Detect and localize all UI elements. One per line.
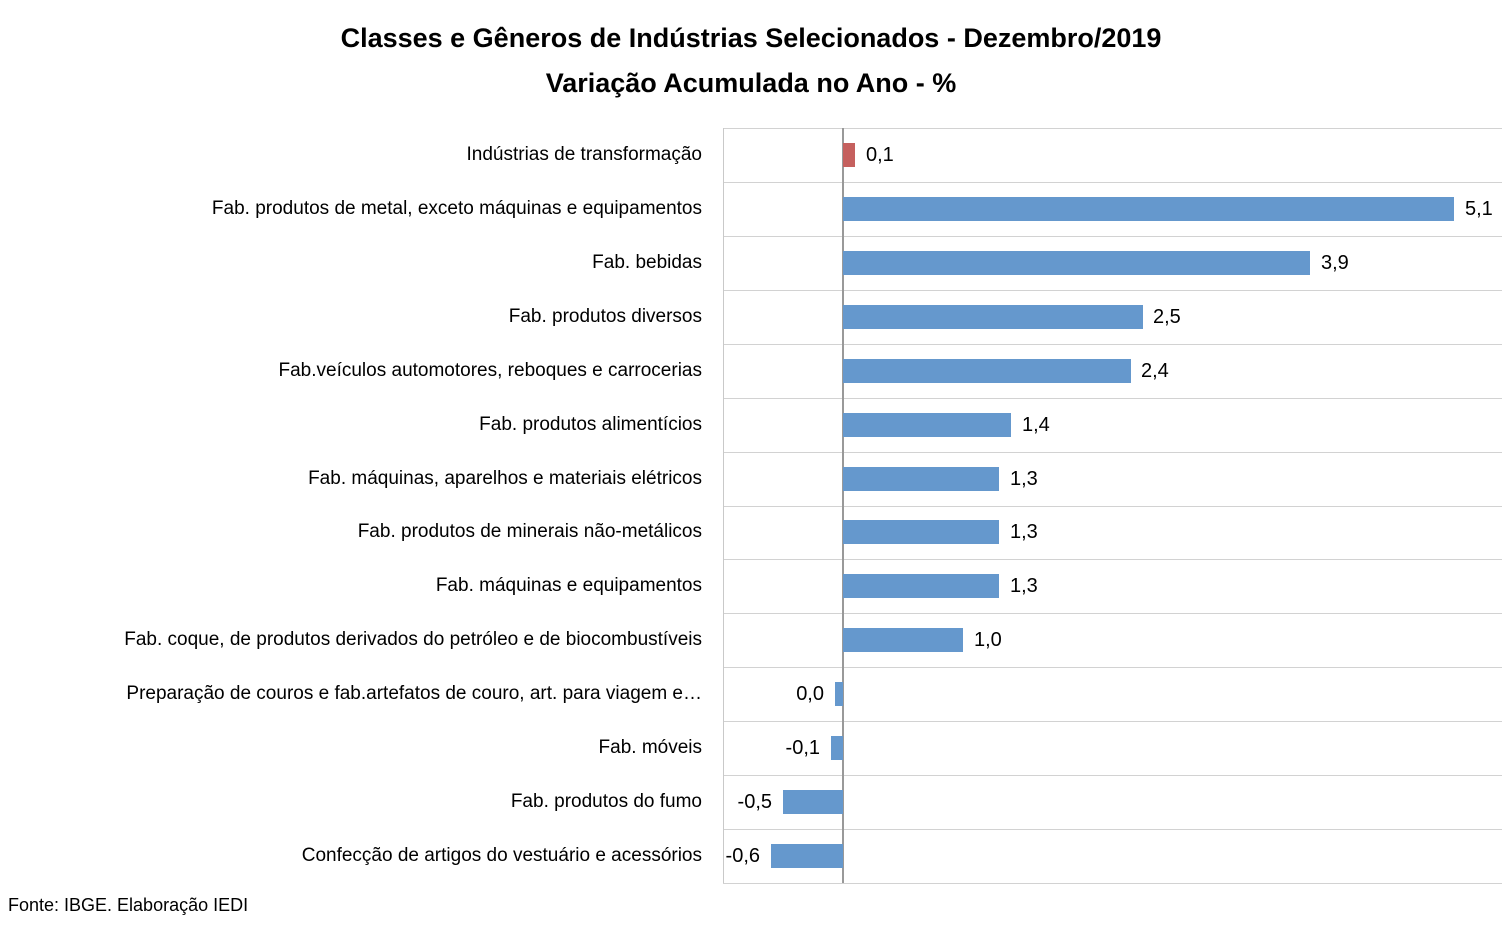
category-label: Fab. bebidas [592,251,702,273]
grid-line [723,721,1502,722]
category-label: Fab. produtos alimentícios [479,413,702,435]
source-note: Fonte: IBGE. Elaboração IEDI [8,895,249,915]
bar [831,736,843,761]
grid-line [723,182,1502,183]
value-label: 1,3 [1010,521,1038,544]
grid-line [723,128,1502,129]
category-label: Confecção de artigos do vestuário e aces… [301,845,702,867]
grid-line [723,506,1502,507]
category-label: Fab. máquinas e equipamentos [435,575,702,597]
grid-line [723,829,1502,830]
category-label: Fab. móveis [598,737,702,759]
bar [843,250,1310,275]
bar [843,574,999,599]
value-label: 2,5 [1153,305,1181,328]
category-label: Fab. produtos de metal, exceto máquinas … [211,197,702,219]
grid-line [723,290,1502,291]
category-label: Fab. coque, de produtos derivados do pet… [124,629,702,651]
value-label: 1,3 [1010,575,1038,598]
category-label: Fab. máquinas, aparelhos e materiais elé… [308,467,702,489]
value-label: 2,4 [1141,359,1169,382]
bar [843,628,963,653]
category-label: Fab. produtos de minerais não-metálicos [357,521,702,543]
grid-line [723,613,1502,614]
zero-axis-line [842,128,844,883]
grid-line [723,559,1502,560]
value-label: 1,3 [1010,467,1038,490]
value-label: 3,9 [1321,251,1349,274]
bar [843,412,1011,437]
value-label: 1,4 [1022,413,1050,436]
bar [843,358,1131,383]
grid-line [723,452,1502,453]
chart-title-line2: Variação Acumulada no Ano - % [545,68,957,98]
plot-left-border [723,128,724,883]
category-label: Fab.veículos automotores, reboques e car… [278,359,703,381]
value-label: -0,1 [785,737,820,760]
grid-line [723,398,1502,399]
value-label: 1,0 [974,629,1002,652]
bar [835,682,843,707]
category-label: Preparação de couros e fab.artefatos de … [126,683,702,705]
bar [843,466,999,491]
category-label: Indústrias de transformação [466,143,702,165]
bar [843,520,999,545]
bar [843,142,855,167]
category-label: Fab. produtos do fumo [510,791,702,813]
chart-title: Classes e Gêneros de Indústrias Selecion… [0,16,1502,106]
value-label: -0,5 [737,791,772,814]
grid-line [723,775,1502,776]
value-label: 0,0 [796,683,824,706]
bar [771,844,843,869]
category-label: Fab. produtos diversos [508,305,702,327]
bar [843,304,1143,329]
category-labels: Indústrias de transformação Fab. produtos… [0,128,702,883]
bar [783,790,843,815]
chart-title-line1: Classes e Gêneros de Indústrias Selecion… [340,23,1162,53]
value-label: -0,6 [725,845,760,868]
value-label: 5,1 [1465,197,1493,220]
value-label: 0,1 [866,143,894,166]
grid-line [723,883,1502,884]
plot-area: 0,1 5,1 3,9 2,5 2,4 1,4 1,3 1,3 1,3 1,0 0,0 -0,1 -0,… [723,128,1502,884]
grid-line [723,236,1502,237]
grid-line [723,667,1502,668]
grid-line [723,344,1502,345]
bar [843,196,1454,221]
